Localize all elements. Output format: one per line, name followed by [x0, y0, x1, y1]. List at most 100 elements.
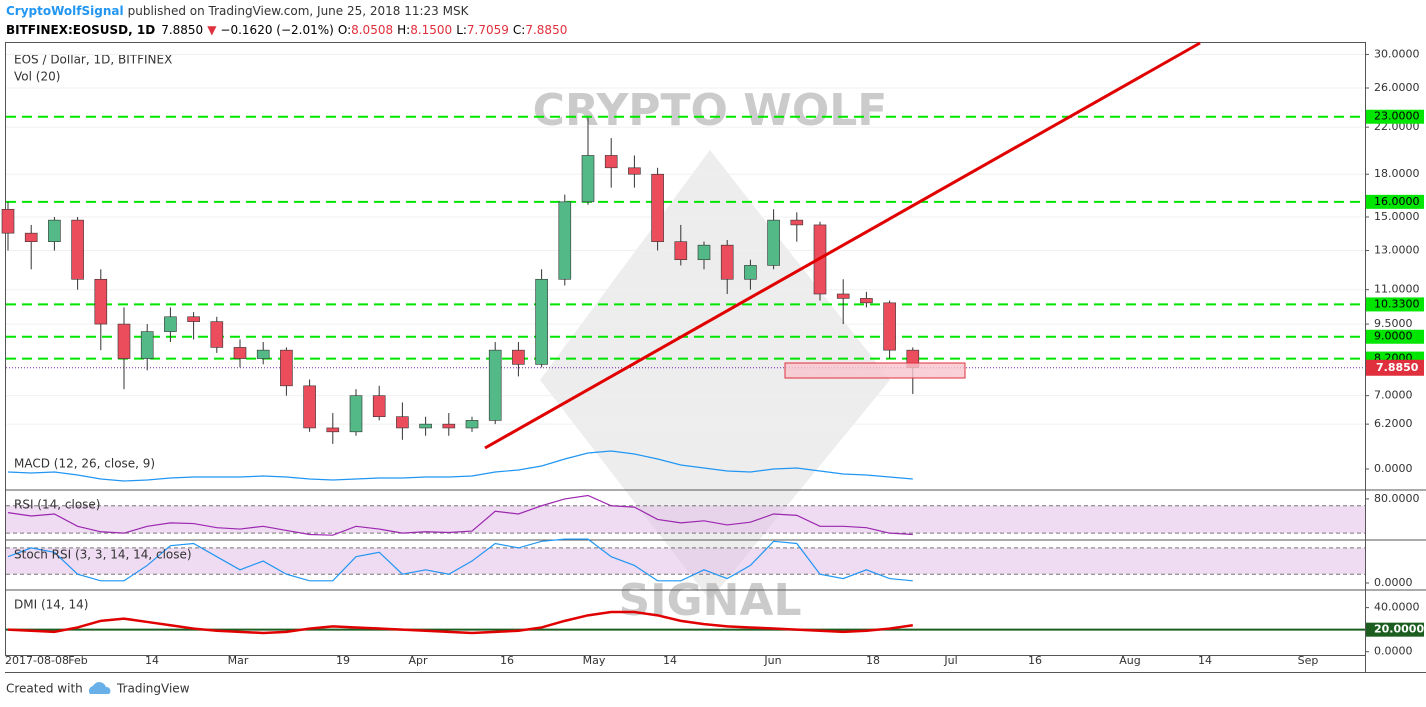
last-price-label: 7.8850 — [1376, 361, 1419, 374]
symbol: BITFINEX:EOSUSD, 1D — [6, 23, 155, 37]
candle-body — [628, 167, 641, 175]
last-price-box — [1366, 359, 1424, 376]
y-tick-label: 0.0000 — [1374, 576, 1413, 589]
candle-body — [48, 219, 61, 242]
candle-body — [720, 244, 734, 280]
y-tick-label: 30.0000 — [1374, 47, 1420, 60]
ohlc-key: C: — [513, 23, 525, 37]
candle-body — [465, 420, 479, 429]
tv-logo — [88, 682, 111, 694]
candle-body — [442, 423, 456, 429]
x-tick-label: Jul — [943, 654, 957, 667]
x-tick-label: 16 — [1028, 654, 1042, 667]
candle-body — [651, 173, 664, 242]
change: −0.1620 (−2.01%) — [220, 23, 333, 37]
level-label-box — [1366, 329, 1424, 344]
candle-body — [581, 155, 595, 203]
level-label-box — [1366, 297, 1424, 312]
published: published on TradingView.com, June 25, 2… — [128, 4, 470, 18]
x-tick-label: 19 — [336, 654, 350, 667]
candle-body — [836, 293, 850, 299]
y-tick-label: 7.0000 — [1374, 389, 1413, 402]
candle-body — [604, 155, 618, 169]
candle-body — [558, 201, 572, 280]
candle-body — [233, 347, 247, 359]
y-tick-label: 0.0000 — [1374, 645, 1413, 658]
indicator-line — [7, 610, 913, 635]
x-tick-label: Feb — [68, 654, 87, 667]
candle-body — [303, 385, 316, 429]
indicator-title: MACD (12, 26, close, 9) — [14, 457, 155, 471]
header-line: CryptoWolfSignal published on TradingView… — [6, 4, 470, 18]
indicator-line — [7, 538, 913, 582]
watermark: SIGNAL — [618, 575, 801, 626]
symbol-line: BITFINEX:EOSUSD, 1D 7.8850 ▼ −0.1620 (−2.01… — [6, 23, 567, 37]
y-tick-label: 11.0000 — [1374, 283, 1420, 296]
indicator-line — [7, 450, 913, 482]
candle-body — [790, 219, 804, 226]
ohlc-value: 7.8850 — [525, 23, 567, 37]
x-tick-label: 2017-08-08 — [5, 654, 69, 667]
level-label: 9.0000 — [1374, 330, 1413, 343]
indicator-line — [7, 494, 913, 536]
candle-body — [1, 208, 15, 234]
level-label-box — [1366, 109, 1424, 124]
candle-body — [210, 321, 224, 348]
brand[interactable]: TradingView — [116, 682, 190, 696]
candle-body — [488, 349, 502, 421]
y-tick-label: 6.2000 — [1374, 417, 1413, 430]
candle-body — [860, 298, 873, 304]
candle-body — [535, 278, 548, 365]
plot: 30.000026.000022.000018.000015.000013.00… — [1, 47, 1426, 667]
candle-body — [512, 349, 525, 365]
ohlc-value: 8.0508 — [351, 23, 393, 37]
trend-line — [484, 41, 1201, 450]
chart-title: EOS / Dollar, 1D, BITFINEX — [14, 53, 172, 67]
level-label: 10.3300 — [1374, 297, 1420, 310]
candle-body — [280, 349, 293, 387]
x-tick-label: Mar — [228, 654, 249, 667]
x-tick-label: Aug — [1119, 654, 1140, 667]
candle-body — [674, 241, 688, 261]
candle-body — [396, 416, 409, 429]
watermark: CRYPTO WOLF — [533, 85, 888, 136]
candle-body — [164, 316, 177, 332]
candle-body — [326, 427, 340, 433]
band — [6, 505, 1365, 534]
band — [6, 547, 1365, 575]
x-tick-label: Jun — [763, 654, 781, 667]
y-tick-label: 80.0000 — [1374, 492, 1420, 505]
x-tick-label: Apr — [408, 654, 428, 667]
candle-body — [697, 244, 711, 261]
author[interactable]: CryptoWolfSignal — [6, 4, 124, 18]
ohlc-value: 7.7059 — [467, 23, 509, 37]
candle-body — [419, 423, 432, 429]
level-label-box — [1366, 194, 1424, 209]
x-tick-label: 14 — [145, 654, 159, 667]
reference-label: 20.0000 — [1374, 623, 1424, 636]
level-label: 16.0000 — [1374, 195, 1420, 208]
candle-body — [117, 323, 131, 359]
indicator-title: DMI (14, 14) — [14, 598, 88, 612]
ohlc-value: 8.1500 — [410, 23, 452, 37]
candle-body — [256, 349, 270, 359]
y-tick-label: 0.0000 — [1374, 462, 1413, 475]
candle-body — [187, 316, 200, 322]
candle-body — [24, 232, 38, 242]
y-tick-label: 26.0000 — [1374, 81, 1420, 94]
candle-body — [767, 219, 780, 266]
ohlc-key: L: — [456, 23, 467, 37]
watermark-logo — [540, 150, 890, 600]
y-tick-label: 13.0000 — [1374, 244, 1420, 257]
candle-body — [71, 219, 84, 280]
ohlc-key: H: — [397, 23, 410, 37]
candle-body — [372, 395, 386, 417]
candle-body — [94, 278, 108, 325]
candle-body — [883, 302, 896, 351]
price: 7.8850 — [161, 23, 203, 37]
y-tick-label: 9.5000 — [1374, 317, 1413, 330]
support-zone — [784, 362, 966, 379]
x-tick-label: Sep — [1298, 654, 1319, 667]
y-tick-label: 15.0000 — [1374, 210, 1420, 223]
